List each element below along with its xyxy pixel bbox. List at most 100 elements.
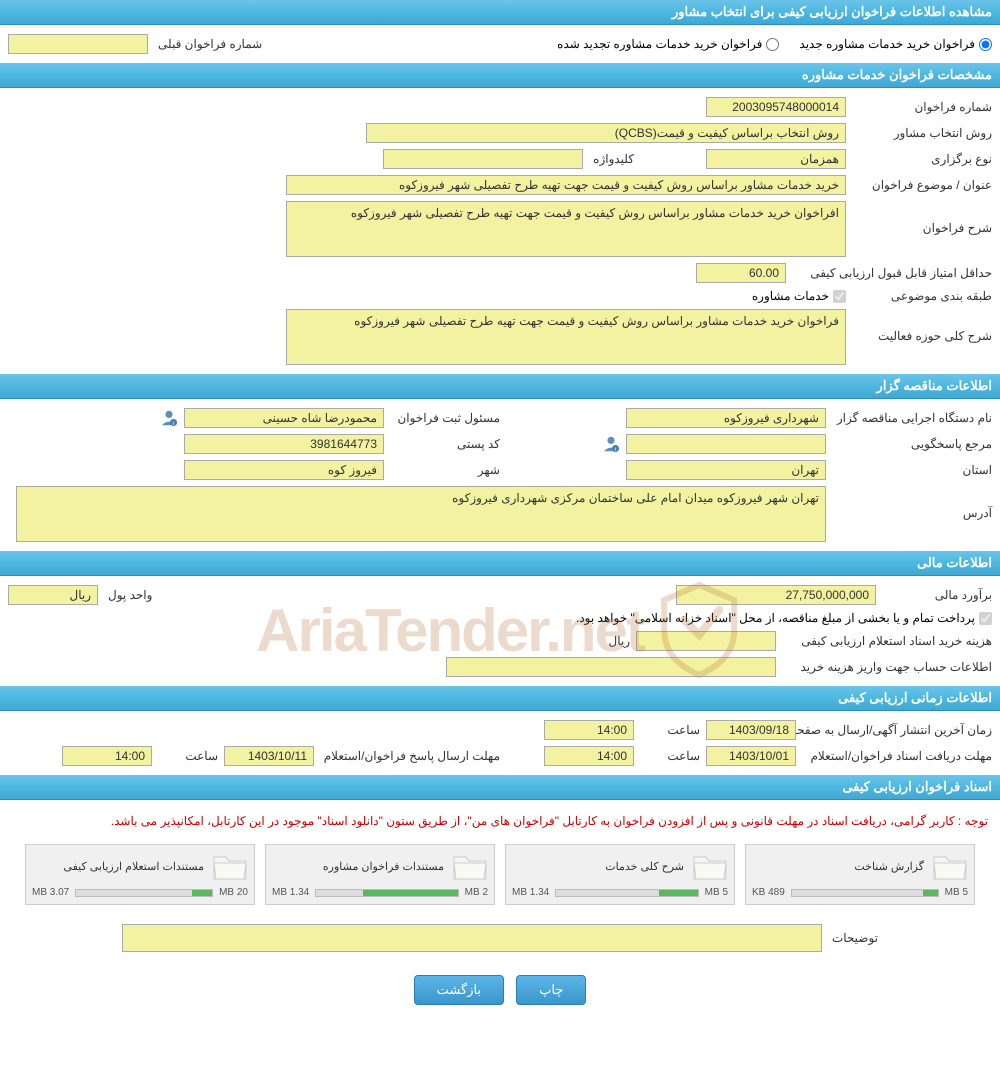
number-label: شماره فراخوان [852, 100, 992, 114]
category-checkbox[interactable]: خدمات مشاوره [752, 289, 846, 303]
file-used: 489 KB [752, 887, 785, 898]
keyword-label: کلیدواژه [589, 152, 634, 166]
account-label: اطلاعات حساب جهت واریز هزینه خرید [782, 660, 992, 674]
file-total: 5 MB [945, 887, 968, 898]
folder-icon [212, 851, 248, 881]
address-field: تهران شهر فیروزکوه میدان امام علی ساختما… [16, 486, 826, 542]
description-label: توضیحات [828, 931, 878, 945]
contact-label: مرجع پاسخگویی [832, 437, 992, 451]
file-total: 5 MB [705, 887, 728, 898]
doc-cost-field [636, 631, 776, 651]
province-label: استان [832, 463, 992, 477]
activity-label: شرح کلی حوزه فعالیت [852, 309, 992, 343]
category-check-input [833, 290, 846, 303]
call-type-radio-group: فراخوان خرید خدمات مشاوره جدید فراخوان خ… [557, 37, 992, 51]
reply-date-field: 1403/10/11 [224, 746, 314, 766]
doc-cost-label: هزینه خرید اسناد استعلام ارزیابی کیفی [782, 634, 992, 648]
treasury-note-checkbox[interactable]: پرداخت تمام و یا بخشی از مبلغ مناقصه، از… [576, 611, 992, 625]
contact-info-icon[interactable]: i [602, 435, 620, 453]
holding-field: همزمان [706, 149, 846, 169]
folder-icon [932, 851, 968, 881]
keyword-field [383, 149, 583, 169]
page-title: مشاهده اطلاعات فراخوان ارزیابی کیفی برای… [672, 4, 992, 19]
file-progress-bar [75, 889, 213, 897]
file-used: 1.34 MB [512, 887, 549, 898]
back-button[interactable]: بازگشت [414, 975, 504, 1005]
treasury-note-text: پرداخت تمام و یا بخشی از مبلغ مناقصه، از… [576, 611, 975, 625]
treasury-check-input [979, 612, 992, 625]
page-title-bar: مشاهده اطلاعات فراخوان ارزیابی کیفی برای… [0, 0, 1000, 25]
contact-field [626, 434, 826, 454]
address-label: آدرس [832, 486, 992, 520]
radio-new-label: فراخوان خرید خدمات مشاوره جدید [799, 37, 975, 51]
min-score-label: حداقل امتیاز قابل قبول ارزیابی کیفی [792, 266, 992, 280]
method-label: روش انتخاب مشاور [852, 126, 992, 140]
receive-time-label: ساعت [640, 749, 700, 763]
file-total: 2 MB [465, 887, 488, 898]
radio-renewed-call[interactable]: فراخوان خرید خدمات مشاوره تجدید شده [557, 37, 779, 51]
publish-time-label: ساعت [640, 723, 700, 737]
activity-field: فراخوان خرید خدمات مشاور براساس روش کیفی… [286, 309, 846, 365]
file-title: مستندات فراخوان مشاوره [272, 860, 444, 873]
radio-new-input[interactable] [979, 38, 992, 51]
file-title: گزارش شناخت [752, 860, 924, 873]
file-card[interactable]: مستندات استعلام ارزیابی کیفی20 MB3.07 MB [25, 844, 255, 905]
print-button[interactable]: چاپ [516, 975, 586, 1005]
folder-icon [692, 851, 728, 881]
specs-header: مشخصات فراخوان خدمات مشاوره [0, 63, 1000, 88]
receive-time-field: 14:00 [544, 746, 634, 766]
postal-field: 3981644773 [184, 434, 384, 454]
doc-cost-unit: ریال [604, 634, 630, 648]
postal-label: کد پستی [390, 437, 500, 451]
receive-date-field: 1403/10/01 [706, 746, 796, 766]
user-info-icon[interactable]: i [160, 409, 178, 427]
publish-label: زمان آخرین انتشار آگهی/ارسال به صفحه اعل… [802, 723, 992, 737]
docs-header: اسناد فراخوان ارزیابی کیفی [0, 775, 1000, 800]
timing-header: اطلاعات زمانی ارزیابی کیفی [0, 686, 1000, 711]
file-used: 1.34 MB [272, 887, 309, 898]
currency-label: واحد پول [104, 588, 152, 602]
reply-time-label: ساعت [158, 749, 218, 763]
holding-label: نوع برگزاری [852, 152, 992, 166]
button-row: چاپ بازگشت [0, 961, 1000, 1019]
prev-number-field [8, 34, 148, 54]
reply-label: مهلت ارسال پاسخ فراخوان/استعلام [320, 749, 500, 763]
account-field [446, 657, 776, 677]
file-title: شرح کلی خدمات [512, 860, 684, 873]
folder-icon [452, 851, 488, 881]
file-progress-bar [791, 889, 939, 897]
svg-text:i: i [615, 447, 616, 453]
desc-field: افراخوان خرید خدمات مشاور براساس روش کیف… [286, 201, 846, 257]
reply-time-field: 14:00 [62, 746, 152, 766]
file-card[interactable]: گزارش شناخت 5 MB 489 KB [745, 844, 975, 905]
radio-renewed-label: فراخوان خرید خدمات مشاوره تجدید شده [557, 37, 762, 51]
files-grid: گزارش شناخت 5 MB 489 KB شرح کلی خدمات 5 MB 1.… [8, 836, 992, 913]
description-field [122, 924, 822, 952]
city-field: فیروز کوه [184, 460, 384, 480]
min-score-field: 60.00 [696, 263, 786, 283]
estimate-field: 27,750,000,000 [676, 585, 876, 605]
category-check-label: خدمات مشاوره [752, 289, 829, 303]
radio-renewed-input[interactable] [766, 38, 779, 51]
org-header: اطلاعات مناقصه گزار [0, 374, 1000, 399]
city-label: شهر [390, 463, 500, 477]
registrar-field: محمودرضا شاه حسینی [184, 408, 384, 428]
radio-new-call[interactable]: فراخوان خرید خدمات مشاوره جدید [799, 37, 992, 51]
file-progress-bar [315, 889, 458, 897]
svg-text:i: i [173, 421, 174, 427]
estimate-label: برآورد مالی [882, 588, 992, 602]
desc-label: شرح فراخوان [852, 201, 992, 235]
publish-date-field: 1403/09/18 [706, 720, 796, 740]
file-card[interactable]: مستندات فراخوان مشاوره 2 MB 1.34 MB [265, 844, 495, 905]
download-notice: توجه : کاربر گرامی، دریافت اسناد در مهلت… [8, 806, 992, 836]
publish-time-field: 14:00 [544, 720, 634, 740]
org-field: شهرداری فیروزکوه [626, 408, 826, 428]
file-used: 3.07 MB [32, 887, 69, 898]
file-progress-bar [555, 889, 698, 897]
receive-label: مهلت دریافت اسناد فراخوان/استعلام [802, 749, 992, 763]
category-label: طبقه بندی موضوعی [852, 289, 992, 303]
org-label: نام دستگاه اجرایی مناقصه گزار [832, 411, 992, 425]
financial-header: اطلاعات مالی [0, 551, 1000, 576]
file-card[interactable]: شرح کلی خدمات 5 MB 1.34 MB [505, 844, 735, 905]
registrar-label: مسئول ثبت فراخوان [390, 411, 500, 425]
